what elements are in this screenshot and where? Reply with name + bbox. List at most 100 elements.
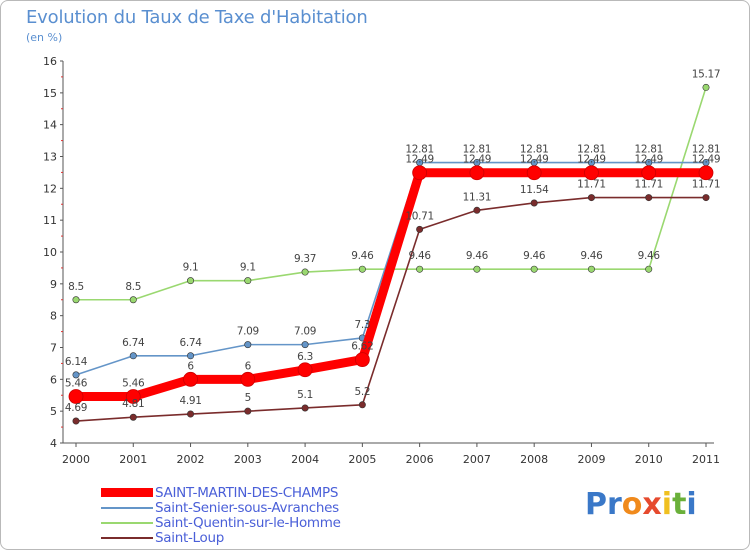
legend-item-saint-martin[interactable]: SAINT-MARTIN-DES-CHAMPS	[101, 485, 341, 501]
logo-letter: o	[621, 487, 643, 522]
legend-item-saint-quentin[interactable]: Saint-Quentin-sur-le-Homme	[101, 514, 341, 531]
data-label: 8.5	[125, 281, 141, 293]
data-point	[416, 225, 424, 233]
y-tick-label: 9	[50, 278, 57, 291]
data-point	[301, 341, 309, 349]
data-label: 11.31	[463, 191, 492, 203]
data-label: 6.3	[297, 351, 313, 363]
series-line	[75, 161, 707, 376]
data-point	[183, 371, 198, 387]
legend-swatch	[101, 536, 153, 539]
legend-item-saint-loup[interactable]: Saint-Loup	[101, 530, 341, 546]
data-point	[187, 277, 195, 285]
y-tick-label: 13	[43, 151, 57, 164]
data-label: 5.2	[354, 386, 370, 398]
legend-item-saint-senier[interactable]: Saint-Senier-sous-Avranches	[101, 499, 341, 516]
data-point	[530, 265, 538, 273]
data-point	[469, 165, 485, 181]
data-label: 5.46	[65, 378, 88, 390]
data-label: 9.46	[409, 250, 432, 262]
data-label: 5.46	[122, 378, 145, 390]
data-label: 11.71	[577, 179, 606, 191]
data-point	[125, 389, 141, 404]
y-tick-label: 7	[50, 342, 57, 355]
data-label: 9.46	[523, 250, 546, 262]
data-label: 12.49	[692, 154, 721, 166]
y-tick-label: 5	[50, 405, 57, 418]
y-tick-label: 11	[43, 214, 57, 227]
data-point	[698, 165, 714, 181]
data-label: 9.37	[294, 253, 316, 265]
logo-letter: x	[642, 487, 662, 522]
data-point	[473, 206, 481, 214]
data-label: 12.81	[577, 144, 606, 156]
data-point	[129, 413, 137, 421]
data-label: 5.1	[297, 389, 313, 401]
y-tick-label: 16	[43, 55, 57, 68]
data-label: 11.54	[520, 184, 549, 196]
data-label: 12.81	[463, 144, 492, 156]
data-label: 7.09	[237, 326, 259, 338]
series-line	[75, 196, 707, 422]
data-point	[587, 265, 595, 273]
data-point	[68, 389, 84, 404]
data-label: 7.3	[354, 319, 370, 331]
data-point	[645, 194, 653, 202]
data-point	[244, 407, 252, 415]
data-label: 8.5	[68, 281, 84, 293]
data-label: 12.81	[520, 144, 549, 156]
data-label: 9.46	[580, 250, 603, 262]
x-tick-label: 2005	[348, 453, 376, 466]
data-point	[645, 265, 653, 273]
data-label: 6	[187, 360, 194, 372]
data-label: 12.49	[577, 154, 606, 166]
y-tick-label: 8	[50, 310, 57, 323]
data-point	[358, 265, 366, 273]
data-label: 12.81	[405, 144, 434, 156]
data-label: 12.81	[634, 144, 663, 156]
data-label: 6.62	[351, 341, 373, 353]
data-label: 9.1	[240, 262, 256, 274]
y-tick-label: 15	[43, 87, 57, 100]
data-point	[587, 194, 595, 202]
x-tick-label: 2009	[577, 453, 605, 466]
x-tick-label: 2007	[463, 453, 491, 466]
data-point	[702, 194, 710, 202]
data-point	[702, 83, 710, 91]
data-label: 12.49	[463, 154, 492, 166]
data-point	[244, 277, 252, 285]
y-tick-label: 12	[43, 182, 57, 195]
data-label: 9.46	[466, 250, 489, 262]
proxiti-logo: Proxiti	[585, 487, 697, 522]
y-tick-label: 6	[50, 373, 57, 386]
data-point	[129, 352, 137, 360]
data-point	[416, 265, 424, 273]
x-tick-label: 2011	[692, 453, 720, 466]
legend-label: Saint-Quentin-sur-le-Homme	[155, 514, 341, 531]
data-point	[297, 362, 313, 378]
data-point	[301, 268, 309, 276]
data-label: 7.09	[294, 326, 316, 338]
data-label: 6.74	[179, 337, 202, 349]
data-point	[129, 296, 137, 304]
data-label: 10.71	[405, 210, 434, 222]
data-label: 15.17	[692, 68, 721, 80]
data-label: 12.49	[634, 154, 663, 166]
logo-letter: P	[585, 487, 607, 522]
data-point	[354, 352, 370, 367]
data-point	[641, 165, 657, 181]
data-point	[72, 417, 80, 425]
data-label: 9.46	[351, 250, 374, 262]
legend-label: Saint-Senier-sous-Avranches	[155, 499, 339, 516]
data-label: 9.1	[183, 262, 199, 274]
legend-swatch	[101, 488, 153, 497]
x-tick-label: 2003	[234, 453, 262, 466]
data-label: 9.46	[638, 250, 661, 262]
data-point	[187, 410, 195, 418]
x-tick-label: 2010	[635, 453, 663, 466]
series-line	[71, 168, 711, 402]
data-point	[72, 296, 80, 304]
logo-letter: r	[607, 487, 622, 522]
